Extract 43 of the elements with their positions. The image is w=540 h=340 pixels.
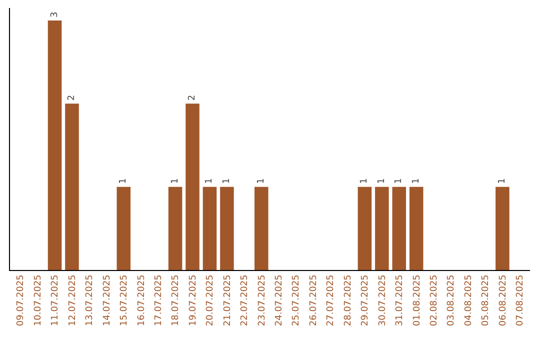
x-tick-label: 25.07.2025 <box>292 274 302 326</box>
data-label: 1 <box>497 178 508 184</box>
x-tick-label: 24.07.2025 <box>274 274 285 326</box>
x-tick-label: 21.07.2025 <box>222 274 233 326</box>
x-tick-label: 18.07.2025 <box>171 274 182 326</box>
data-label: 1 <box>394 178 404 184</box>
x-tick-label: 07.08.2025 <box>516 274 526 326</box>
x-tick-label: 12.07.2025 <box>68 274 78 326</box>
data-label: 1 <box>204 178 215 184</box>
x-tick-label: 22.07.2025 <box>240 274 250 326</box>
data-label: 1 <box>376 178 387 184</box>
x-tick-label: 27.07.2025 <box>326 274 336 326</box>
x-tick-label: 10.07.2025 <box>33 274 44 326</box>
x-tick-label: 28.07.2025 <box>343 274 354 326</box>
x-tick-label: 15.07.2025 <box>120 274 130 326</box>
x-tick-label: 23.07.2025 <box>257 274 268 326</box>
data-label: 1 <box>411 178 422 184</box>
x-tick-label: 09.07.2025 <box>16 274 26 326</box>
x-tick-label: 26.07.2025 <box>308 274 319 326</box>
data-label: 1 <box>170 178 180 184</box>
x-tick-label: 20.07.2025 <box>206 274 216 326</box>
x-tick-label: 16.07.2025 <box>136 274 147 326</box>
data-label: 2 <box>188 94 198 101</box>
data-label: 1 <box>360 178 370 184</box>
x-tick-label: 06.08.2025 <box>498 274 508 326</box>
data-label: 1 <box>222 178 232 184</box>
data-label: 1 <box>256 178 266 184</box>
x-tick-label: 04.08.2025 <box>464 274 474 326</box>
data-label: 1 <box>118 178 129 184</box>
x-tick-label: 31.07.2025 <box>395 274 406 326</box>
x-tick-label: 29.07.2025 <box>360 274 371 326</box>
x-tick-label: 02.08.2025 <box>430 274 440 326</box>
data-label: 2 <box>66 94 77 101</box>
x-tick-label: 14.07.2025 <box>102 274 112 326</box>
x-tick-label: 11.07.2025 <box>50 274 61 326</box>
x-tick-label: 30.07.2025 <box>378 274 388 326</box>
x-tick-label: 19.07.2025 <box>188 274 198 326</box>
x-tick-label: 13.07.2025 <box>85 274 96 326</box>
x-tick-label: 03.08.2025 <box>446 274 457 326</box>
x-tick-label: 01.08.2025 <box>412 274 422 326</box>
x-tick-label: 17.07.2025 <box>154 274 164 326</box>
x-tick-label: 05.08.2025 <box>481 274 492 326</box>
data-label: 3 <box>50 12 60 18</box>
